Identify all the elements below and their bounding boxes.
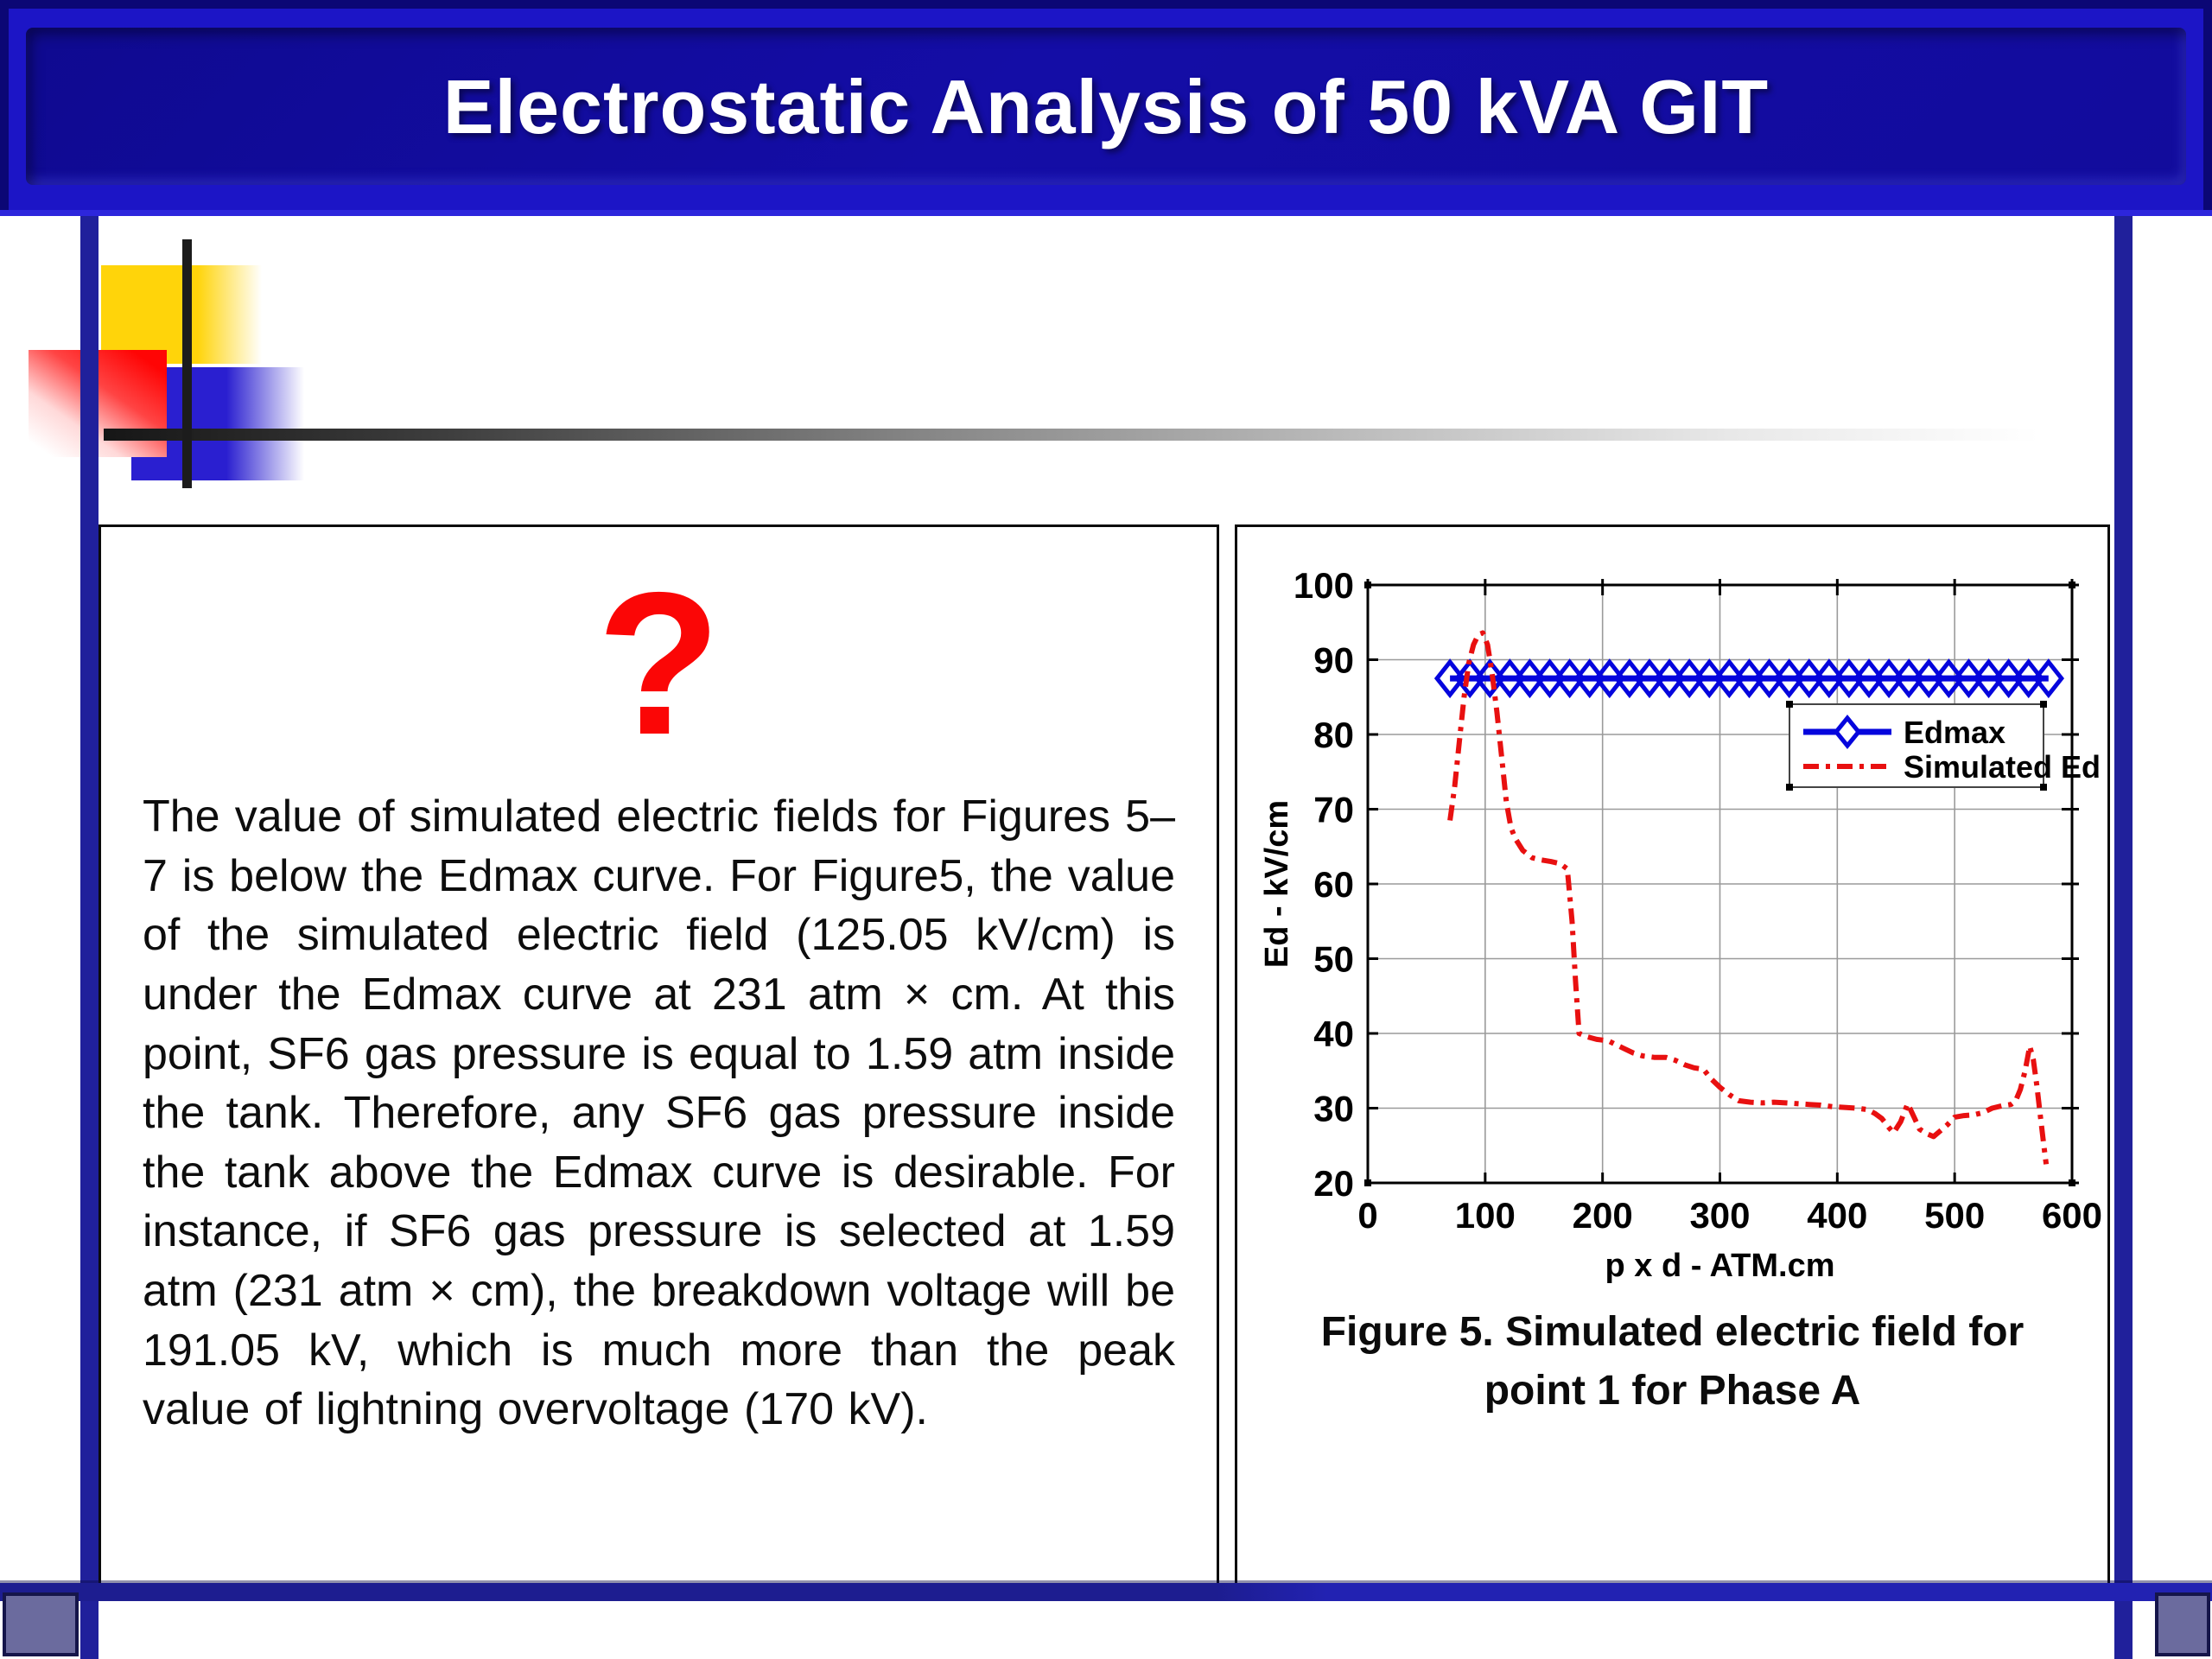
figure-panel: 0 100 200 300 400 500 600 20 30 40 50 60 70 80 90 100 p … [1235,524,2110,1587]
decorative-yellow-square [101,265,262,364]
title-banner: Electrostatic Analysis of 50 kVA GIT [0,0,2212,216]
x-tick-label: 0 [1357,1195,1377,1236]
bottom-right-corner-square [2155,1592,2210,1656]
bottom-left-corner-square [3,1592,79,1656]
body-paragraph: The value of simulated electric fields f… [143,791,1175,1435]
figure-caption: Figure 5. Simulated electric field for p… [1237,1303,2107,1421]
y-tick-label: 30 [1313,1089,1354,1129]
legend-handle [1786,701,1793,708]
decorative-horizontal-rule [104,429,2039,441]
y-tick-label: 40 [1313,1014,1354,1054]
y-tick-label: 90 [1313,640,1354,681]
title-banner-inner-panel [26,28,2186,185]
x-tick-label: 200 [1573,1195,1633,1236]
plot-handle [1364,1179,1371,1186]
x-tick-label: 300 [1689,1195,1750,1236]
figure-caption-line1: Figure 5. Simulated electric field for [1320,1309,2024,1355]
y-tick-label: 60 [1313,864,1354,905]
left-frame-bar [80,216,99,1659]
y-tick-label: 100 [1294,565,1354,606]
plot-handle [2069,582,2075,588]
legend-marker [1833,715,1862,749]
legend-handle [1786,784,1793,791]
legend-box [1789,703,2044,788]
slide-title: Electrostatic Analysis of 50 kVA GIT [442,64,1770,149]
x-tick-label: 500 [1924,1195,1985,1236]
text-panel: ? The value of simulated electric fields… [99,524,1219,1587]
x-axis-title: p x d - ATM.cm [1605,1248,1835,1284]
y-tick-label: 70 [1313,790,1354,830]
y-axis-title: Ed - kV/cm [1259,800,1295,968]
x-tick-label: 100 [1455,1195,1516,1236]
plot-handle [2069,1179,2075,1186]
legend-handle [2040,701,2047,708]
legend-label: Edmax [1904,715,2005,750]
right-frame-bar [2114,216,2133,1659]
edmax-marker [2032,658,2065,699]
decorative-vertical-line [182,239,192,488]
bottom-frame-bar [0,1583,2212,1601]
x-tick-label: 400 [1807,1195,1867,1236]
figure5-chart: 0 100 200 300 400 500 600 20 30 40 50 60 70 80 90 100 p … [1259,565,2102,1284]
figure-caption-line2: point 1 for Phase A [1484,1368,1861,1414]
y-tick-label: 80 [1313,715,1354,755]
y-tick-label: 20 [1313,1163,1354,1204]
legend-label: Simulated Ed [1904,749,2101,785]
plot-handle [1364,582,1371,588]
question-mark: ? [596,550,721,777]
y-tick-label: 50 [1313,939,1354,980]
legend-handle [2040,784,2047,791]
x-tick-label: 600 [2042,1195,2102,1236]
